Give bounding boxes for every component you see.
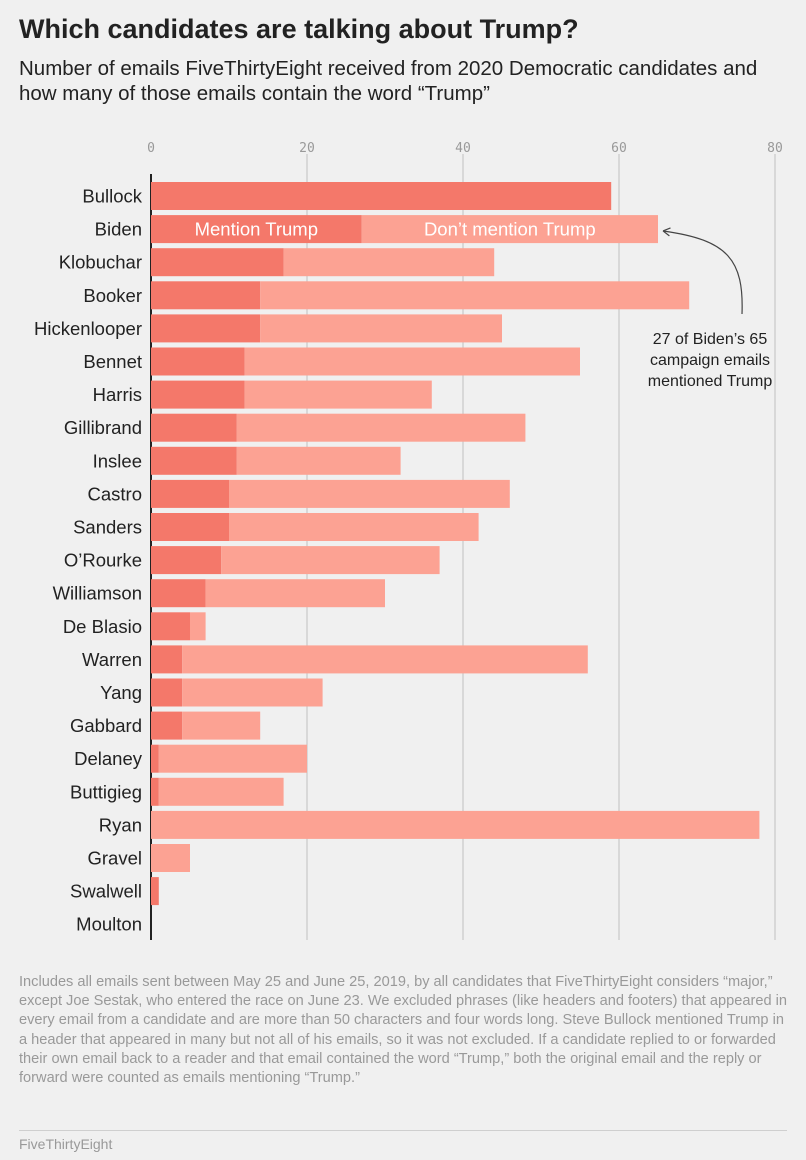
bar-dont-mention-bennet xyxy=(244,347,580,376)
bar-dont-mention-gabbard xyxy=(182,711,261,740)
bar-mention-bennet xyxy=(151,347,245,376)
category-label-ryan: Ryan xyxy=(99,814,142,835)
bar-dont-mention-yang xyxy=(182,678,323,707)
bar-dont-mention-deblasio xyxy=(190,612,206,641)
annotation-text-line: campaign emails xyxy=(650,352,770,369)
category-label-williamson: Williamson xyxy=(53,583,142,604)
x-tick-label-40: 40 xyxy=(455,141,471,156)
bar-dont-mention-hickenlooper xyxy=(260,314,502,343)
category-label-castro: Castro xyxy=(88,483,143,504)
category-label-swalwell: Swalwell xyxy=(70,881,142,902)
bar-mention-williamson xyxy=(151,579,206,608)
category-label-moulton: Moulton xyxy=(76,914,142,935)
bar-mention-bullock xyxy=(151,182,612,210)
category-label-hickenlooper: Hickenlooper xyxy=(34,318,142,339)
bar-dont-mention-biden xyxy=(361,215,658,244)
series-label-mention: Mention Trump xyxy=(195,219,318,240)
category-label-inslee: Inslee xyxy=(93,450,142,471)
bar-dont-mention-delaney xyxy=(158,744,307,773)
bar-mention-yang xyxy=(151,678,183,707)
bar-dont-mention-booker xyxy=(260,281,690,310)
bar-dont-mention-castro xyxy=(229,479,510,508)
bar-dont-mention-williamson xyxy=(205,579,385,608)
x-tick-label-20: 20 xyxy=(299,141,315,156)
category-label-delaney: Delaney xyxy=(74,748,143,769)
bar-chart: 0 20 40 60 80 Bullock Biden Klobuchar Booker Hic… xyxy=(34,141,783,940)
category-label-buttigieg: Buttigieg xyxy=(70,781,142,802)
category-label-bullock: Bullock xyxy=(82,186,142,207)
bar-dont-mention-gillibrand xyxy=(236,413,526,442)
category-label-bennet: Bennet xyxy=(83,351,142,372)
bar-dont-mention-warren xyxy=(182,645,588,674)
annotation-text-line: mentioned Trump xyxy=(648,373,773,390)
category-label-biden: Biden xyxy=(95,219,142,240)
x-tick-label-60: 60 xyxy=(611,141,627,156)
bar-mention-delaney xyxy=(151,744,159,773)
bar-dont-mention-sanders xyxy=(229,513,479,541)
annotation-text-line: 27 of Biden’s 65 xyxy=(653,331,768,348)
category-label-gravel: Gravel xyxy=(88,848,143,869)
x-tick-label-0: 0 xyxy=(147,141,155,156)
bar-mention-sanders xyxy=(151,513,229,541)
bar-dont-mention-ryan xyxy=(151,810,760,839)
footnote: Includes all emails sent between May 25 … xyxy=(19,974,788,1087)
bar-mention-swalwell xyxy=(151,877,159,906)
bar-mention-biden xyxy=(151,215,362,244)
source-credit: FiveThirtyEight xyxy=(19,1136,113,1152)
bar-dont-mention-orourke xyxy=(221,546,440,575)
bar-mention-hickenlooper xyxy=(151,314,261,343)
bar-mention-castro xyxy=(151,479,229,508)
annotation-arrow xyxy=(662,227,743,315)
footer-divider xyxy=(19,1130,787,1131)
series-label-dont-mention: Don’t mention Trump xyxy=(424,219,596,240)
bar-mention-klobuchar xyxy=(151,248,284,277)
bar-mention-buttigieg xyxy=(151,777,159,806)
bar-mention-deblasio xyxy=(151,612,190,641)
category-label-deblasio: De Blasio xyxy=(63,616,142,637)
category-label-booker: Booker xyxy=(83,285,142,306)
bar-mention-gillibrand xyxy=(151,413,237,442)
bar-dont-mention-harris xyxy=(244,380,432,409)
bar-mention-warren xyxy=(151,645,183,674)
category-label-gillibrand: Gillibrand xyxy=(64,417,142,438)
chart-title: Which candidates are talking about Trump… xyxy=(19,14,579,44)
bar-mention-gabbard xyxy=(151,711,183,740)
category-label-harris: Harris xyxy=(93,384,142,405)
bar-mention-inslee xyxy=(151,446,237,475)
chart-subtitle: Number of emails FiveThirtyEight receive… xyxy=(19,57,758,105)
bar-dont-mention-klobuchar xyxy=(283,248,495,277)
bar-mention-harris xyxy=(151,380,245,409)
bar-dont-mention-inslee xyxy=(236,446,401,475)
category-label-klobuchar: Klobuchar xyxy=(59,252,142,273)
category-label-gabbard: Gabbard xyxy=(70,715,142,736)
category-label-sanders: Sanders xyxy=(73,517,142,538)
bar-mention-orourke xyxy=(151,546,222,575)
category-label-yang: Yang xyxy=(100,682,142,703)
category-label-orourke: O’Rourke xyxy=(64,550,142,571)
bar-dont-mention-gravel xyxy=(151,844,190,872)
x-tick-label-80: 80 xyxy=(767,141,783,156)
bar-dont-mention-buttigieg xyxy=(158,777,284,806)
bar-mention-booker xyxy=(151,281,261,310)
category-label-warren: Warren xyxy=(82,649,142,670)
